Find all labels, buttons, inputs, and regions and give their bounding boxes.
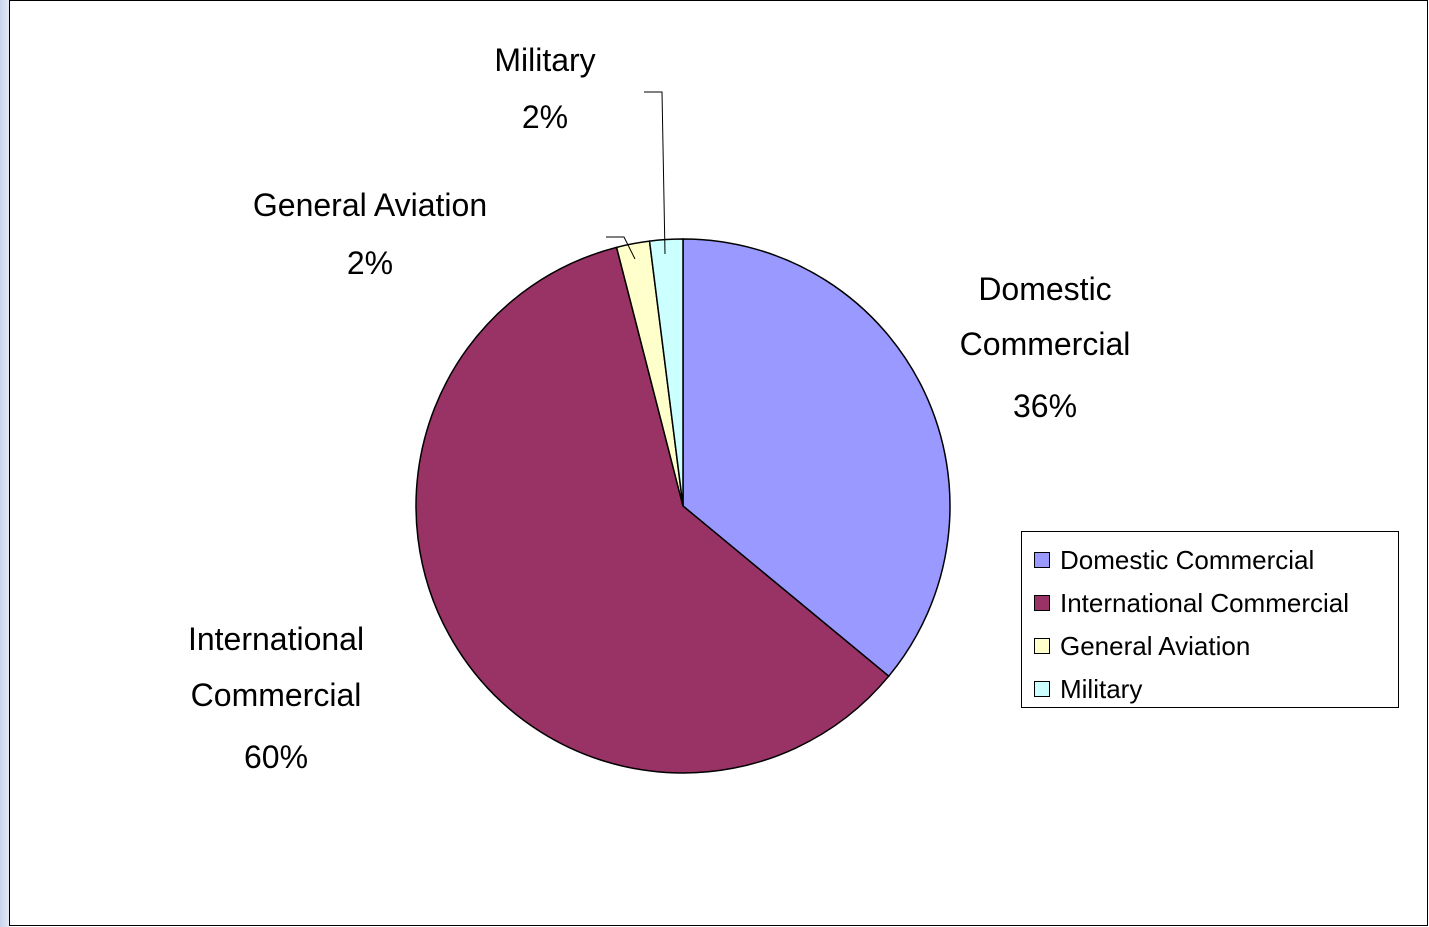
data-label-domestic-commercial-line-3: 36% <box>1013 388 1077 424</box>
data-label-domestic-commercial-line-1: Domestic <box>978 271 1111 307</box>
data-label-general-aviation-line-2: 2% <box>347 245 393 281</box>
legend-swatch-general-aviation <box>1034 638 1050 654</box>
leader-line-military <box>644 91 666 255</box>
leader-line-general-aviation <box>606 236 636 260</box>
data-label-military-line-2: 2% <box>522 99 568 135</box>
data-label-military-line-1: Military <box>494 42 595 78</box>
data-label-international-commercial-line-1: International <box>188 621 364 657</box>
legend-label-military: Military <box>1060 673 1143 704</box>
legend-item-general-aviation: General Aviation <box>1034 631 1250 661</box>
data-label-domestic-commercial-line-2: Commercial <box>960 326 1131 362</box>
pie-slice-military <box>648 238 684 507</box>
pie-slice-international-commercial <box>415 246 890 774</box>
legend-swatch-international-commercial <box>1034 595 1050 611</box>
legend-swatch-military <box>1034 681 1050 697</box>
legend-label-domestic-commercial: Domestic Commercial <box>1060 544 1315 575</box>
legend-swatch-domestic-commercial <box>1034 552 1050 568</box>
pie-slice-domestic-commercial <box>682 238 951 678</box>
legend: Domestic Commercial International Commer… <box>1021 531 1399 708</box>
legend-item-military: Military <box>1034 674 1142 704</box>
data-label-international-commercial-line-2: Commercial <box>191 677 362 713</box>
legend-item-domestic-commercial: Domestic Commercial <box>1034 545 1314 575</box>
legend-label-international-commercial: International Commercial <box>1060 587 1350 618</box>
data-label-general-aviation-line-1: General Aviation <box>253 187 487 223</box>
legend-label-general-aviation: General Aviation <box>1060 630 1251 661</box>
window-edge <box>0 0 9 927</box>
legend-item-international-commercial: International Commercial <box>1034 588 1349 618</box>
data-label-international-commercial-line-3: 60% <box>244 739 308 775</box>
